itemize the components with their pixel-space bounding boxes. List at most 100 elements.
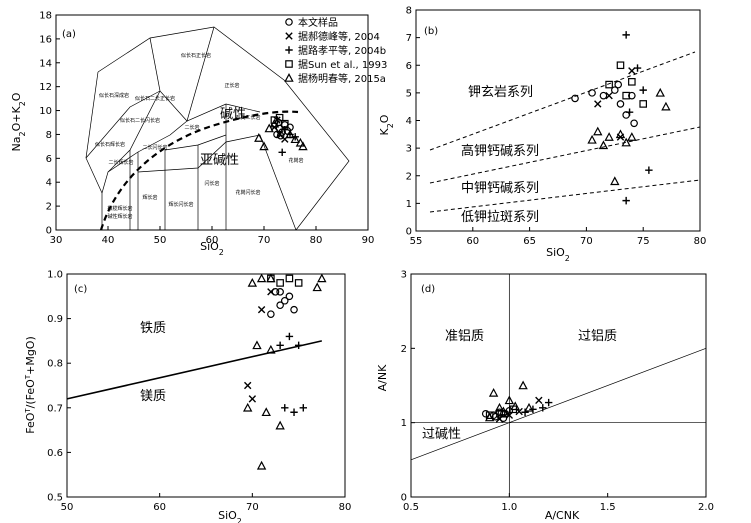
data-point-circle xyxy=(271,288,280,296)
legend-symbol-circle xyxy=(285,18,293,26)
panel-c-label: (c) xyxy=(74,284,87,295)
data-point-triangle xyxy=(266,344,276,354)
panel-a-x-ticks: 30 40 50 60 70 80 90 xyxy=(50,226,375,246)
y-tick-label: 0 xyxy=(401,493,407,504)
tas-outer-boundary xyxy=(97,26,350,231)
data-point-triangle xyxy=(261,407,271,417)
panel-b-label: (b) xyxy=(424,26,438,37)
y-tick-label: 0 xyxy=(46,226,52,237)
panel-b-x-ticks: 55 60 65 70 75 80 xyxy=(410,227,707,247)
panel-a-ylabel: Na2O+K2O xyxy=(10,92,27,151)
data-point-triangle xyxy=(247,277,258,287)
data-point-cross xyxy=(248,395,257,403)
data-point-triangle xyxy=(610,176,620,186)
x-tick-label: 80 xyxy=(310,235,323,246)
data-point-triangle xyxy=(256,460,267,470)
x-tick-label: 40 xyxy=(102,235,115,246)
data-point-triangle xyxy=(256,273,267,283)
legend-symbol-square xyxy=(285,60,293,68)
x-tick-label: 80 xyxy=(339,502,352,513)
panel-d-frame xyxy=(410,273,707,498)
data-point-triangle xyxy=(285,129,295,139)
x-tick-label: 55 xyxy=(410,236,423,247)
x-tick-label: 50 xyxy=(61,502,74,513)
panel-c-points xyxy=(242,273,327,470)
panel-b-points xyxy=(571,31,671,205)
data-point-square xyxy=(622,91,630,100)
x-tick-label: 70 xyxy=(246,502,259,513)
data-point-plus xyxy=(290,408,298,416)
data-point-square xyxy=(616,61,625,70)
panel-b-series-lowk: 低钾拉斑系列 xyxy=(461,210,539,225)
panel-b-xlabel: SiO2 xyxy=(546,246,570,263)
panel-d-x-ticks: 0.5 1.0 1.5 2.0 xyxy=(403,493,714,513)
x-tick-label: 80 xyxy=(694,236,707,247)
field-label: 二长闪长岩 xyxy=(142,144,167,151)
data-point-square xyxy=(281,119,289,128)
panel-c-feot: (c) 50 60 70 80 0.5 0.6 0.7 0.8 0.9 1.0 SiO2 FeO… xyxy=(24,270,351,523)
x-tick-label: 70 xyxy=(258,235,271,246)
data-point-circle xyxy=(267,310,275,318)
data-point-plus xyxy=(294,341,303,350)
y-tick-label: 4 xyxy=(406,116,412,127)
legend-label: 据杨明春等, 2015a xyxy=(298,72,386,85)
y-tick-label: 8 xyxy=(46,130,52,141)
data-point-circle xyxy=(628,91,636,100)
panel-a-region-alkaline: 碱性 xyxy=(220,107,246,122)
panel-d-ylabel: A/NK xyxy=(376,364,389,391)
field-label: 闪长岩 xyxy=(204,180,219,187)
data-point-triangle xyxy=(275,420,285,430)
panel-c-xlabel: SiO2 xyxy=(218,509,242,523)
y-tick-label: 14 xyxy=(39,58,52,69)
data-point-square xyxy=(605,80,613,89)
data-point-square xyxy=(639,100,648,108)
data-point-triangle xyxy=(312,282,322,292)
data-point-triangle xyxy=(593,126,603,136)
field-label: 石英二长岩 xyxy=(235,114,260,121)
data-point-triangle xyxy=(587,134,597,144)
panel-b-series-highk: 高钾钙碱系列 xyxy=(461,143,539,159)
data-point-circle xyxy=(276,301,284,310)
x-tick-label: 65 xyxy=(523,236,536,247)
panel-c-y-ticks: 0.5 0.6 0.7 0.8 0.9 1.0 xyxy=(47,270,71,504)
x-tick-label: 30 xyxy=(50,235,63,246)
tas-line-1 xyxy=(149,26,215,122)
panel-d-acnk: (d) 0.5 1.0 1.5 2.0 0 1 2 3 A/CNK A/NK 准铝质 过铝质… xyxy=(376,270,714,523)
x-tick-label: 90 xyxy=(362,235,375,246)
x-tick-label: 70 xyxy=(580,236,593,247)
panel-b-ylabel: K2O xyxy=(378,114,395,135)
data-point-triangle xyxy=(484,412,495,422)
panel-a-region-subalkaline: 亚碱性 xyxy=(200,153,239,168)
data-point-circle xyxy=(599,91,608,100)
y-tick-label: 0.6 xyxy=(47,448,63,459)
panel-b-frame xyxy=(415,9,701,232)
data-point-circle xyxy=(285,292,294,301)
data-point-plus xyxy=(622,196,630,205)
data-point-cross xyxy=(605,91,613,100)
y-tick-label: 2 xyxy=(401,344,407,355)
data-point-cross xyxy=(267,288,275,296)
y-tick-label: 5 xyxy=(406,88,412,99)
data-point-triangle xyxy=(615,129,626,139)
y-tick-label: 8 xyxy=(406,6,412,17)
panel-c-ferroan-boundary xyxy=(66,340,323,400)
field-label: 花岗岩 xyxy=(288,157,303,164)
field-label: 似长石二长闪长岩 xyxy=(120,117,160,124)
data-point-cross xyxy=(535,396,543,405)
tas-left-boundary xyxy=(85,71,103,194)
panel-d-y-ticks: 0 1 2 3 xyxy=(401,270,415,504)
panel-a-field-lines xyxy=(85,26,350,231)
data-point-square xyxy=(294,279,303,287)
data-point-triangle xyxy=(498,406,509,416)
data-point-triangle xyxy=(504,395,515,405)
y-tick-label: 6 xyxy=(406,61,412,72)
y-tick-label: 1.0 xyxy=(47,270,63,281)
y-tick-label: 0.7 xyxy=(47,403,63,414)
data-point-circle xyxy=(505,406,514,415)
data-point-circle xyxy=(276,288,284,296)
panel-b-y-ticks: 0 1 2 3 4 5 6 7 8 xyxy=(406,6,420,238)
field-label: 二长岩 xyxy=(184,124,199,131)
panel-c-frame xyxy=(66,273,346,498)
tas-line-3 xyxy=(101,90,161,194)
data-point-plus xyxy=(278,148,286,157)
